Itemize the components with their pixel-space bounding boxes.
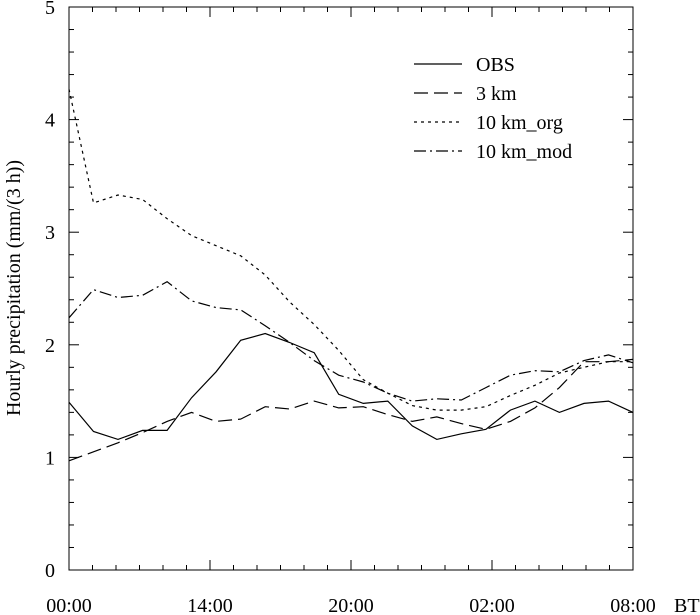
y-tick-label: 2 bbox=[45, 335, 55, 357]
series-line-10-km-org bbox=[68, 89, 633, 411]
y-tick-label: 3 bbox=[45, 222, 55, 244]
y-tick-label: 0 bbox=[45, 560, 55, 582]
series-layer bbox=[68, 89, 634, 462]
y-tick-label: 1 bbox=[45, 447, 55, 469]
x-tick-label: 02:00 bbox=[469, 595, 515, 615]
series-line-obs bbox=[68, 332, 634, 441]
x-tick-label: 08:00 bbox=[610, 595, 656, 615]
x-axis: 00:00 14:00 20:00 02:00 08:00 bbox=[46, 7, 656, 615]
y-axis-label: Hourly precipitation (mm/(3 h)) bbox=[3, 160, 25, 416]
y-tick-label: 4 bbox=[45, 110, 55, 132]
series-line-3-km bbox=[68, 358, 634, 462]
series-line-10-km-mod bbox=[68, 280, 634, 402]
y-tick-label: 5 bbox=[45, 0, 55, 19]
legend-label: OBS bbox=[476, 54, 515, 76]
x-tick-label: 20:00 bbox=[328, 595, 374, 615]
x-unit-label: BT bbox=[674, 595, 700, 615]
legend: OBS 3 km 10 km_org 10 km_mod bbox=[414, 54, 572, 163]
x-tick-label: 14:00 bbox=[187, 595, 233, 615]
legend-label: 10 km_org bbox=[476, 112, 563, 134]
legend-label: 3 km bbox=[476, 83, 517, 105]
legend-label: 10 km_mod bbox=[476, 141, 572, 163]
plot-frame bbox=[68, 6, 634, 571]
y-axis: 0 1 2 3 4 5 bbox=[45, 0, 633, 582]
x-tick-label: 00:00 bbox=[46, 595, 92, 615]
